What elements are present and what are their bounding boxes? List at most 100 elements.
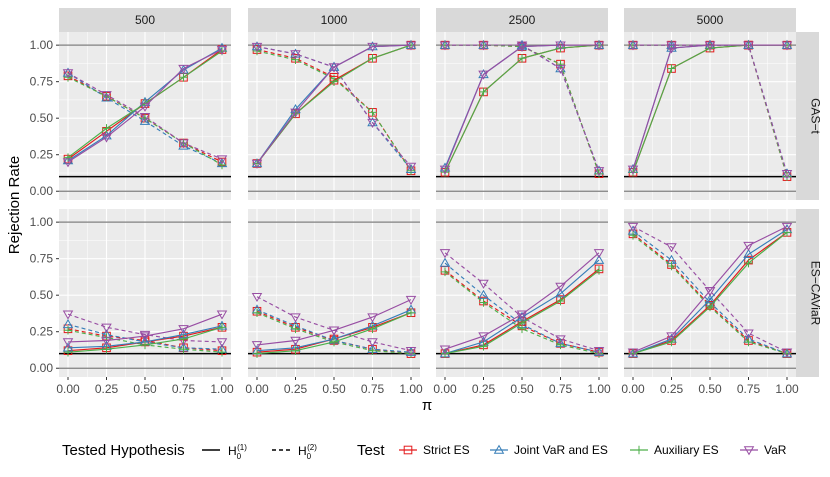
marker-triangle-down bbox=[666, 243, 677, 253]
marker-plus bbox=[368, 53, 377, 63]
marker-triangle-down bbox=[178, 139, 189, 149]
legend-title-test: Test bbox=[357, 442, 385, 459]
marker-plus bbox=[667, 261, 676, 271]
series-var-h1 bbox=[632, 44, 787, 170]
marker-plus bbox=[517, 318, 527, 328]
marker-triangle-down bbox=[328, 326, 340, 336]
legend-strict-label: Strict ES bbox=[423, 443, 470, 457]
marker-triangle-down bbox=[178, 325, 189, 335]
marker-plus bbox=[667, 337, 676, 347]
marker-triangle-down bbox=[328, 63, 340, 73]
x-tick-label: 0.75 bbox=[361, 382, 385, 396]
marker-plus bbox=[667, 64, 676, 73]
marker-triangle-down bbox=[627, 222, 639, 232]
row-strip-0 bbox=[796, 32, 819, 200]
marker-triangle-down bbox=[62, 310, 74, 320]
marker-triangle-down bbox=[439, 165, 451, 175]
marker-triangle-down bbox=[367, 338, 378, 348]
marker-triangle-down bbox=[781, 348, 793, 358]
panel-GAS−t-5000 bbox=[624, 32, 796, 200]
marker-triangle-up bbox=[178, 140, 189, 150]
marker-triangle-down bbox=[405, 295, 417, 305]
x-tick-label: 0.50 bbox=[510, 382, 534, 396]
marker-triangle-down bbox=[405, 347, 417, 357]
marker-triangle-down bbox=[251, 292, 263, 303]
marker-triangle-down bbox=[216, 338, 228, 348]
marker-triangle-down bbox=[478, 70, 489, 80]
marker-plus bbox=[140, 340, 150, 350]
marker-triangle-down bbox=[290, 108, 301, 118]
legend-h2-label-main: H bbox=[298, 444, 307, 458]
marker-triangle-down bbox=[704, 41, 716, 51]
facet-strip-1000 bbox=[248, 8, 420, 32]
x-tick-label: 0.75 bbox=[737, 382, 761, 396]
marker-plus bbox=[291, 324, 300, 334]
x-tick-label: 0.25 bbox=[472, 382, 496, 396]
marker-plus bbox=[634, 445, 644, 455]
marker-triangle-down bbox=[216, 155, 228, 165]
x-tick-label: 0.25 bbox=[95, 382, 119, 396]
marker-triangle-up bbox=[493, 444, 505, 454]
marker-plus bbox=[329, 337, 339, 347]
marker-plus bbox=[517, 53, 527, 63]
series-var-h1 bbox=[67, 313, 223, 343]
marker-plus bbox=[406, 349, 416, 358]
marker-plus bbox=[368, 346, 377, 356]
marker-triangle-down bbox=[139, 113, 151, 123]
series-joint-h1 bbox=[632, 229, 788, 355]
x-tick-label: 0.75 bbox=[172, 382, 196, 396]
legend-h1-label-sup: (1) bbox=[237, 443, 247, 452]
series-var-h1 bbox=[256, 299, 412, 346]
marker-plus bbox=[556, 340, 565, 350]
marker-plus bbox=[705, 302, 715, 312]
marker-plus bbox=[406, 308, 416, 318]
marker-plus bbox=[594, 349, 604, 358]
legend-aux-label: Auxiliary ES bbox=[654, 443, 719, 457]
marker-plus bbox=[594, 169, 604, 179]
marker-triangle-down bbox=[627, 165, 639, 175]
marker-triangle-down bbox=[405, 41, 417, 51]
marker-plus bbox=[479, 298, 488, 307]
marker-triangle-down bbox=[555, 41, 566, 51]
marker-triangle-down bbox=[251, 42, 263, 53]
facet-label-500: 500 bbox=[135, 13, 155, 27]
marker-triangle-down bbox=[704, 287, 716, 297]
marker-plus bbox=[252, 349, 262, 358]
marker-triangle-down bbox=[439, 41, 451, 51]
facet-strip-5000 bbox=[624, 8, 796, 32]
marker-triangle-down bbox=[139, 332, 151, 342]
marker-plus bbox=[252, 308, 262, 318]
marker-triangle-down bbox=[666, 332, 677, 342]
legend-title-hypothesis: Tested Hypothesis bbox=[62, 442, 185, 459]
marker-plus bbox=[782, 172, 792, 181]
x-tick-label: 0.75 bbox=[549, 382, 573, 396]
panel-ES−CAViaR-2500 bbox=[436, 209, 608, 377]
marker-triangle-up bbox=[139, 115, 151, 125]
panel-GAS−t-500 bbox=[59, 32, 231, 200]
marker-plus bbox=[217, 347, 227, 357]
legend-h1-label-main: H bbox=[228, 444, 237, 458]
marker-triangle-down bbox=[627, 41, 639, 51]
marker-triangle-up bbox=[555, 63, 566, 73]
marker-plus bbox=[217, 323, 227, 332]
y-tick-label: 0.75 bbox=[30, 252, 54, 266]
y-tick-label: 0.75 bbox=[30, 75, 54, 89]
marker-plus bbox=[479, 87, 488, 97]
panel-ES−CAViaR-500 bbox=[59, 209, 231, 377]
marker-plus bbox=[179, 344, 188, 354]
marker-plus bbox=[440, 267, 450, 277]
legend-joint-label: Joint VaR and ES bbox=[514, 443, 608, 457]
series-var-h1 bbox=[444, 252, 600, 350]
y-tick-label: 0.50 bbox=[30, 111, 54, 125]
marker-plus bbox=[63, 347, 73, 357]
marker-triangle-down bbox=[743, 329, 754, 339]
legend-h2-label-sub: 0 bbox=[307, 452, 312, 461]
marker-triangle-down bbox=[555, 282, 566, 292]
y-axis-title: Rejection Rate bbox=[6, 156, 23, 254]
legend-h2-label: H0(2) bbox=[298, 443, 317, 461]
y-tick-label: 0.50 bbox=[30, 288, 54, 302]
y-tick-label: 1.00 bbox=[30, 38, 54, 52]
series-var-h1 bbox=[67, 48, 223, 163]
marker-triangle-down bbox=[62, 158, 74, 168]
